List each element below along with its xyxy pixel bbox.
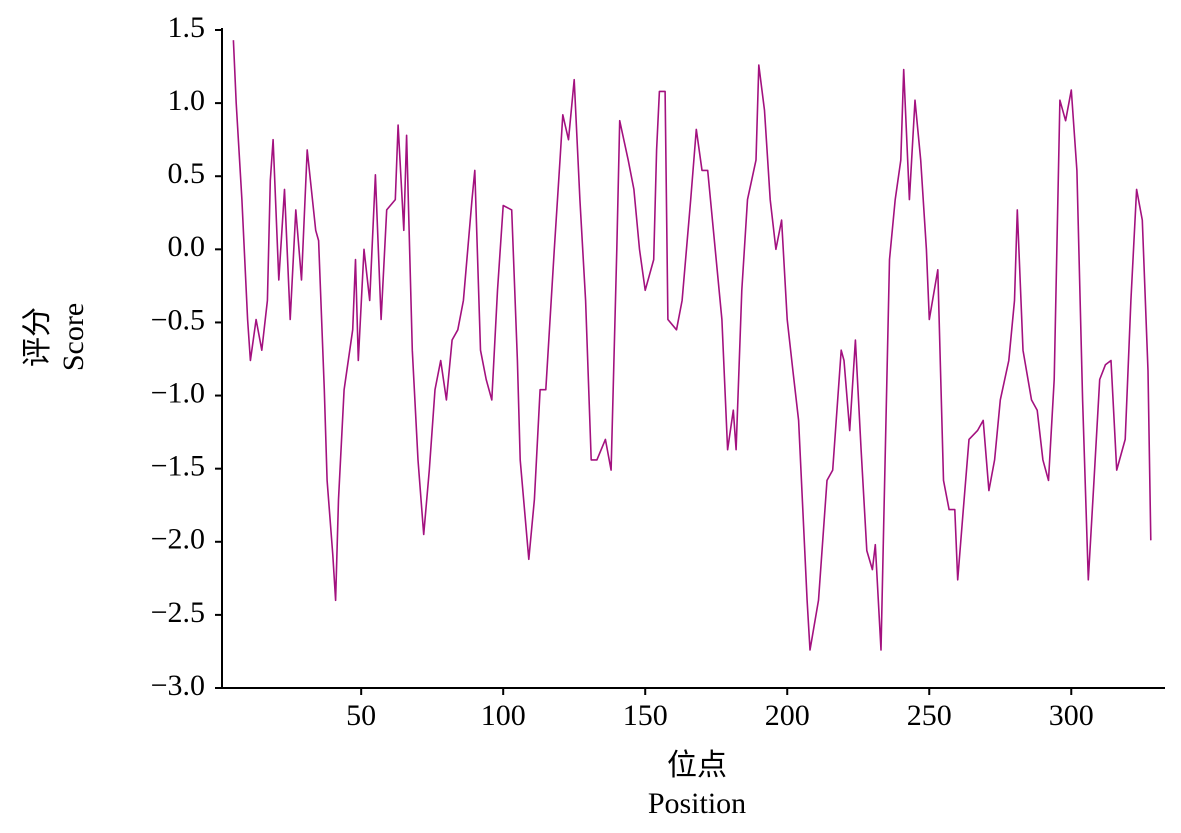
x-axis-label: 位点 [667,749,727,782]
y-tick-label: −1.5 [151,450,205,483]
x-axis-label: Position [648,787,746,820]
y-axis-label: 评分 [21,307,54,367]
y-tick-label: −3.0 [151,669,205,702]
x-tick-label: 250 [907,699,952,732]
x-tick-label: 50 [346,699,376,732]
x-tick-label: 200 [765,699,810,732]
y-tick-label: −2.0 [151,523,205,556]
y-tick-label: −1.0 [151,376,205,409]
y-axis-label: Score [57,303,90,371]
y-tick-label: 0.0 [168,230,206,263]
y-tick-label: −0.5 [151,303,205,336]
y-tick-label: −2.5 [151,596,205,629]
data-line [232,40,1152,651]
y-tick-label: 1.5 [168,11,206,44]
x-tick-label: 300 [1049,699,1094,732]
x-tick-label: 150 [623,699,668,732]
y-tick-label: 1.0 [168,84,206,117]
x-tick-label: 100 [481,699,526,732]
y-tick-label: 0.5 [168,157,206,190]
